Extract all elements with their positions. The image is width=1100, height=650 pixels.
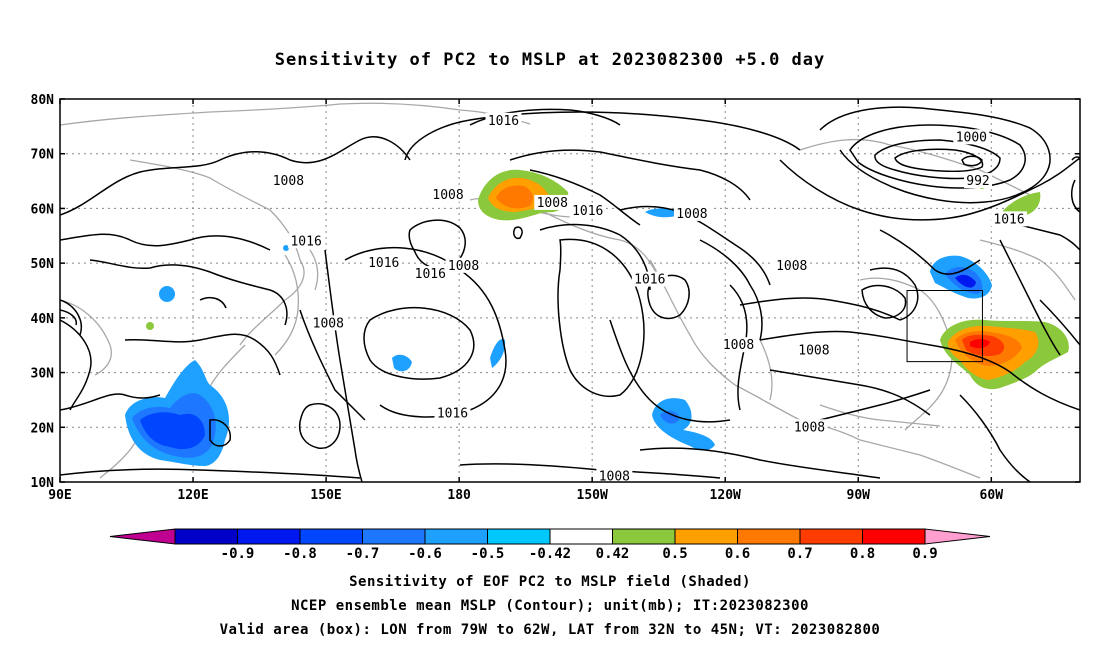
contour-label: 1016 xyxy=(290,234,321,249)
colorbar: -0.9 -0.8 -0.7 -0.6 -0.5 -0.42 0.42 0.5 0.6 0.7 0.… xyxy=(109,528,991,562)
contour-label-bg xyxy=(991,211,1028,227)
contour-label-bg xyxy=(791,419,828,435)
latitude-labels: 80N 70N 60N 50N 40N 30N 20N 10N xyxy=(31,93,55,491)
contour-label-bg xyxy=(445,257,482,273)
contour-label-bg xyxy=(270,173,307,189)
contour-label: 1008 xyxy=(794,420,825,435)
contour-label: 1008 xyxy=(537,196,568,211)
contour-label-bg xyxy=(953,129,990,145)
caption-line-2: NCEP ensemble mean MSLP (Contour); unit(… xyxy=(291,598,809,614)
contour-label: 1000 xyxy=(956,130,987,145)
colorbar-label: 0.6 xyxy=(725,546,750,562)
contour-label-bg xyxy=(412,266,449,282)
contour-label-bg xyxy=(434,405,471,421)
contour-label: 1008 xyxy=(676,207,707,222)
colorbar-segment xyxy=(674,528,738,545)
colorbar-label: -0.42 xyxy=(529,546,571,562)
colorbar-segment xyxy=(424,528,488,545)
contour-label: 1008 xyxy=(599,470,630,485)
colorbar-segment xyxy=(737,528,801,545)
contour-label: 1016 xyxy=(488,114,519,129)
contour-label-bg xyxy=(720,337,757,353)
contour-label: 1008 xyxy=(798,344,829,359)
colorbar-segment xyxy=(362,528,426,545)
colorbar-label: 0.8 xyxy=(850,546,875,562)
caption-line-1: Sensitivity of EOF PC2 to MSLP field (Sh… xyxy=(349,574,751,590)
contour-label: 992 xyxy=(966,174,989,189)
lon-label: 120E xyxy=(177,488,208,503)
lat-label: 70N xyxy=(31,148,55,163)
contour-label: 1008 xyxy=(776,259,807,274)
contour-label-bg xyxy=(773,257,810,273)
contour-label-bg xyxy=(365,255,402,271)
contour-label-bg xyxy=(631,271,668,287)
colorbar-max-triangle xyxy=(924,528,991,545)
lat-label: 10N xyxy=(31,476,55,491)
contour-label-bg xyxy=(310,315,347,331)
contour-label-bg xyxy=(795,342,832,358)
lat-label: 20N xyxy=(31,421,55,436)
colorbar-segment xyxy=(862,528,926,545)
contour-label: 1008 xyxy=(448,259,479,274)
colorbar-segment xyxy=(174,528,238,545)
contour-label-bg xyxy=(964,173,992,189)
lat-label: 60N xyxy=(31,202,55,217)
lat-label: 50N xyxy=(31,257,55,272)
colorbar-segment xyxy=(549,528,613,545)
colorbar-label: 0.9 xyxy=(912,546,937,562)
contour-label-bg xyxy=(673,205,710,221)
colorbar-segment xyxy=(299,528,363,545)
lon-label: 90E xyxy=(48,488,71,503)
contour-label: 1016 xyxy=(437,407,468,422)
contour-label: 1008 xyxy=(723,338,754,353)
contour-label: 1008 xyxy=(273,174,304,189)
colorbar-min-triangle xyxy=(109,528,176,545)
contour-label: 1016 xyxy=(415,267,446,282)
lon-label: 150E xyxy=(310,488,341,503)
lon-label: 150W xyxy=(577,488,608,503)
colorbar-label: 0.5 xyxy=(662,546,687,562)
colorbar-label: -0.8 xyxy=(283,546,317,562)
colorbar-label: -0.5 xyxy=(471,546,505,562)
colorbar-segment xyxy=(237,528,301,545)
contour-label: 1008 xyxy=(313,316,344,331)
contour-label: 1016 xyxy=(572,204,603,219)
lat-label: 30N xyxy=(31,367,55,382)
longitude-labels: 90E 120E 150E 180 150W 120W 90W 60W xyxy=(48,488,1003,503)
lon-label: 60W xyxy=(980,488,1004,503)
sensitivity-shading xyxy=(125,169,1069,466)
colorbar-segment xyxy=(612,528,676,545)
contour-label: 1016 xyxy=(634,273,665,288)
lat-label: 80N xyxy=(31,93,55,108)
contour-label-bg xyxy=(596,468,633,482)
plot-frame xyxy=(59,98,1081,483)
map-title: Sensitivity of PC2 to MSLP at 2023082300… xyxy=(274,50,826,70)
contour-label: 1016 xyxy=(993,212,1024,227)
contour-label-bg xyxy=(569,203,606,219)
colorbar-label: -0.7 xyxy=(346,546,380,562)
contour-label-bg xyxy=(485,112,522,128)
colorbar-label: 0.7 xyxy=(787,546,812,562)
contour-label-bg xyxy=(534,194,571,210)
lon-label: 90W xyxy=(847,488,871,503)
caption-line-3: Valid area (box): LON from 79W to 62W, L… xyxy=(219,622,881,638)
colorbar-segment xyxy=(487,528,551,545)
valid-area-box xyxy=(906,290,983,363)
colorbar-label: 0.42 xyxy=(596,546,630,562)
contour-label-bg xyxy=(288,233,325,249)
colorbar-segment xyxy=(799,528,863,545)
mslp-contours xyxy=(60,106,1080,482)
lon-label: 120W xyxy=(710,488,741,503)
lon-label: 180 xyxy=(447,488,471,503)
colorbar-label: -0.6 xyxy=(408,546,442,562)
lat-label: 40N xyxy=(31,312,55,327)
contour-label: 1016 xyxy=(368,256,399,271)
contour-label: 1008 xyxy=(432,188,463,203)
contour-label-bg xyxy=(430,186,467,202)
colorbar-label: -0.9 xyxy=(221,546,255,562)
axis-ticks xyxy=(59,98,1080,483)
